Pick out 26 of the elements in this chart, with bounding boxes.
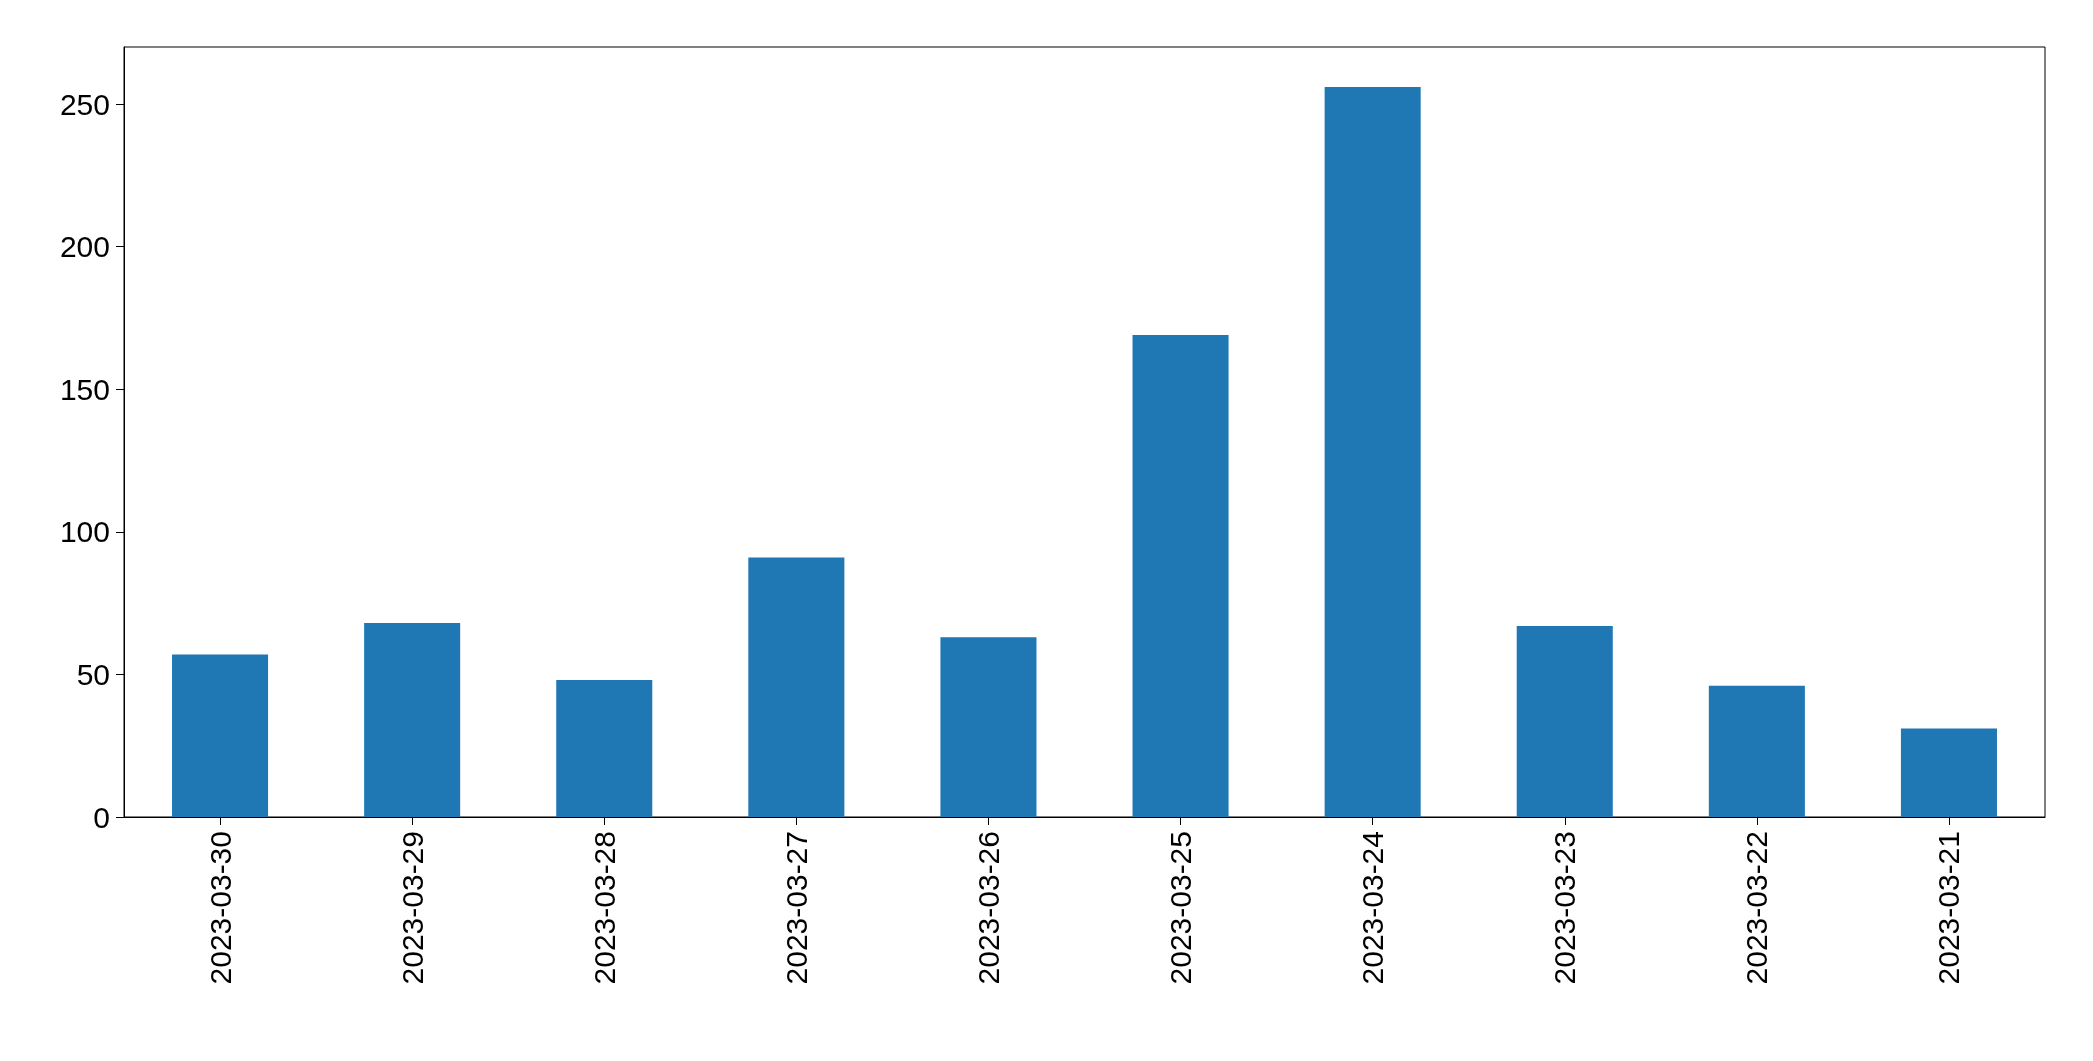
y-tick-label: 150 — [59, 372, 110, 406]
bar — [556, 680, 653, 817]
y-tick-label: 100 — [59, 515, 110, 549]
y-tick-label: 50 — [76, 657, 110, 691]
bar — [1516, 625, 1613, 817]
y-tick-label: 0 — [93, 800, 110, 834]
bar — [1708, 685, 1805, 817]
bar — [1324, 86, 1421, 817]
bar — [364, 623, 461, 817]
x-tick-label: 2023-03-28 — [587, 831, 621, 985]
bar — [1132, 335, 1229, 817]
x-tick-label: 2023-03-21 — [1932, 831, 1966, 985]
bar — [748, 557, 845, 817]
x-tick-label: 2023-03-24 — [1356, 831, 1390, 985]
x-tick-label: 2023-03-27 — [779, 831, 813, 985]
x-tick-label: 2023-03-29 — [395, 831, 429, 985]
x-tick-label: 2023-03-23 — [1548, 831, 1582, 985]
x-tick-label: 2023-03-26 — [971, 831, 1005, 985]
x-tick-label: 2023-03-25 — [1164, 831, 1198, 985]
x-tick-label: 2023-03-30 — [203, 831, 237, 985]
y-tick-label: 200 — [59, 230, 110, 264]
x-tick-label: 2023-03-22 — [1740, 831, 1774, 985]
bar — [172, 654, 269, 817]
bar — [1900, 728, 1997, 817]
bar — [940, 637, 1037, 817]
y-tick-label: 250 — [59, 87, 110, 121]
